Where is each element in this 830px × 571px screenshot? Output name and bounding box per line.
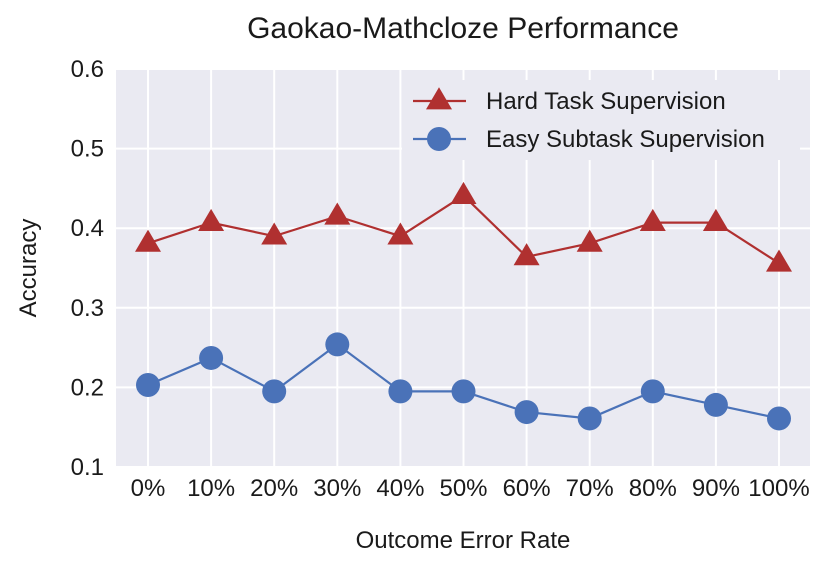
x-tick-label: 40% <box>376 475 424 502</box>
legend-marker <box>427 127 451 151</box>
x-tick-label: 100% <box>748 475 809 502</box>
data-point-triangle <box>639 208 666 232</box>
y-tick-label: 0.3 <box>71 295 104 322</box>
data-point-circle <box>199 345 224 370</box>
legend-box <box>402 80 800 160</box>
data-point-circle <box>514 400 539 425</box>
x-axis-label: Outcome Error Rate <box>356 527 571 554</box>
x-tick-label: 90% <box>692 475 740 502</box>
legend-label: Hard Task Supervision <box>486 88 726 115</box>
data-point-triangle <box>576 229 603 252</box>
x-tick-label: 20% <box>250 475 298 502</box>
y-tick-label: 0.5 <box>71 136 104 163</box>
data-point-circle <box>136 373 160 398</box>
series-hard-task <box>135 181 792 272</box>
x-tick-label: 50% <box>439 475 487 502</box>
data-point-triangle <box>450 181 477 204</box>
data-point-triangle <box>387 222 414 245</box>
y-tick-label: 0.1 <box>71 454 104 481</box>
data-point-triangle <box>513 243 540 266</box>
legend-entry: Easy Subtask Supervision <box>413 126 765 153</box>
data-point-triangle <box>198 208 225 232</box>
series-layer <box>135 181 792 431</box>
data-point-circle <box>388 379 413 404</box>
chart-title: Gaokao-Mathcloze Performance <box>247 12 679 45</box>
series-easy-subtask <box>136 332 791 431</box>
y-tick-label: 0.4 <box>71 215 104 242</box>
data-point-circle <box>325 332 350 357</box>
data-point-circle <box>577 406 602 431</box>
x-tick-label: 80% <box>629 475 677 502</box>
tick-labels: 0% 10% 20% 30% 40% 50% 60% 70% 80% 90% 100% 0.1 0.2 0… <box>71 56 810 502</box>
legend-marker <box>426 87 452 110</box>
data-point-triangle <box>324 202 351 225</box>
y-tick-label: 0.6 <box>71 56 104 83</box>
data-point-triangle <box>766 249 792 272</box>
data-point-triangle <box>702 208 729 232</box>
data-point-circle <box>703 392 728 417</box>
x-tick-label: 0% <box>131 475 166 502</box>
x-tick-label: 10% <box>187 475 235 502</box>
y-tick-label: 0.2 <box>71 374 104 401</box>
legend-label: Easy Subtask Supervision <box>486 126 765 153</box>
legend-entry: Hard Task Supervision <box>413 87 726 115</box>
x-tick-label: 30% <box>313 475 361 502</box>
data-point-circle <box>451 379 476 404</box>
x-tick-label: 60% <box>503 475 551 502</box>
legend: Hard Task Supervision Easy Subtask Superv… <box>402 80 800 160</box>
data-point-circle <box>640 379 665 404</box>
y-axis-label: Accuracy <box>15 219 42 318</box>
data-point-triangle <box>261 222 288 245</box>
x-tick-label: 70% <box>566 475 614 502</box>
data-point-triangle <box>135 229 161 252</box>
data-point-circle <box>767 406 791 431</box>
data-point-circle <box>262 379 287 404</box>
